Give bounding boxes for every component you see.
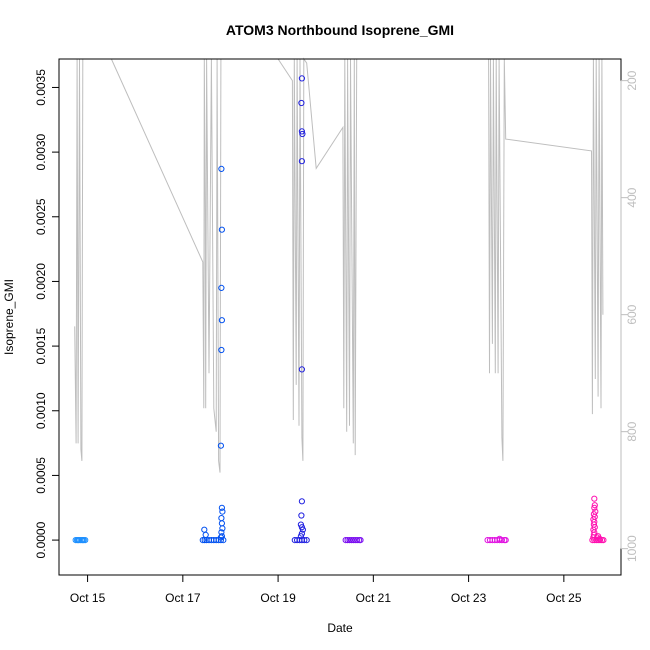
chart-title: ATOM3 Northbound Isoprene_GMI	[226, 22, 454, 38]
data-point	[218, 165, 225, 172]
data-point	[591, 495, 598, 502]
data-point	[596, 535, 603, 542]
y-tick-label: 0.0015	[34, 327, 48, 364]
data-point	[218, 226, 225, 233]
data-point	[600, 537, 607, 544]
x-tick-label: Oct 19	[260, 591, 296, 605]
data-point	[591, 502, 598, 509]
data-point	[218, 346, 225, 354]
y-axis-right: 200 400 600 800 1000	[620, 70, 639, 562]
data-point	[591, 504, 598, 511]
data-point	[218, 515, 225, 522]
x-tick-label: Oct 21	[356, 591, 392, 605]
data-point	[218, 284, 225, 291]
data-point	[298, 366, 305, 373]
data-point	[502, 537, 509, 544]
data-point	[348, 537, 355, 544]
data-point	[218, 520, 225, 527]
scatter-points-layer	[72, 75, 607, 544]
data-point	[303, 537, 310, 544]
data-point	[202, 531, 209, 539]
data-point	[199, 537, 206, 544]
data-point	[217, 442, 224, 449]
x-tick-label: Oct 25	[546, 591, 582, 605]
data-point	[357, 537, 364, 544]
pressure-trace-layer	[74, 57, 604, 473]
data-point	[297, 521, 304, 528]
data-point	[299, 130, 306, 138]
y-tick-label: 0.0030	[34, 133, 48, 170]
y-tick-label: 0.0020	[34, 263, 48, 300]
data-point	[82, 537, 89, 544]
data-point	[592, 508, 599, 515]
y2-tick-label: 1000	[625, 535, 639, 562]
y-tick-label: 0.0025	[34, 198, 48, 235]
plot-frame	[58, 58, 622, 576]
y-tick-label: 0.0010	[34, 392, 48, 429]
data-point	[219, 508, 226, 515]
data-point	[298, 498, 305, 505]
data-point	[298, 512, 305, 519]
data-point	[298, 99, 305, 107]
y2-tick-label: 800	[625, 421, 639, 441]
x-axis-label: Date	[327, 621, 353, 635]
y-tick-label: 0.0005	[34, 457, 48, 494]
data-point	[218, 533, 225, 540]
y2-tick-label: 600	[625, 304, 639, 324]
y-axis-label: Isoprene_GMI	[2, 279, 16, 355]
data-point	[201, 526, 208, 533]
data-point	[346, 537, 353, 544]
y2-tick-label: 400	[625, 187, 639, 207]
pressure-trace-line	[74, 57, 604, 473]
data-point	[298, 75, 305, 82]
x-tick-label: Oct 23	[451, 591, 487, 605]
y-tick-label: 0.0000	[34, 521, 48, 558]
data-point	[218, 529, 225, 536]
data-point	[217, 537, 224, 544]
data-point	[496, 535, 503, 542]
data-point	[298, 128, 305, 135]
data-point	[218, 504, 225, 511]
data-point	[218, 317, 225, 324]
data-point	[298, 158, 305, 165]
y-tick-label: 0.0035	[34, 69, 48, 106]
y2-tick-label: 200	[625, 70, 639, 90]
data-point	[354, 537, 361, 544]
data-point	[301, 537, 308, 544]
data-point	[350, 537, 357, 544]
y-axis-left: 0.0000 0.0005 0.0010 0.0015 0.0020 0.0025 0.00…	[34, 69, 60, 558]
data-point	[298, 530, 305, 537]
x-axis: Oct 15 Oct 17 Oct 19 Oct 21 Oct 23 Oct 25	[70, 574, 582, 605]
x-tick-label: Oct 17	[165, 591, 201, 605]
x-tick-label: Oct 15	[70, 591, 106, 605]
